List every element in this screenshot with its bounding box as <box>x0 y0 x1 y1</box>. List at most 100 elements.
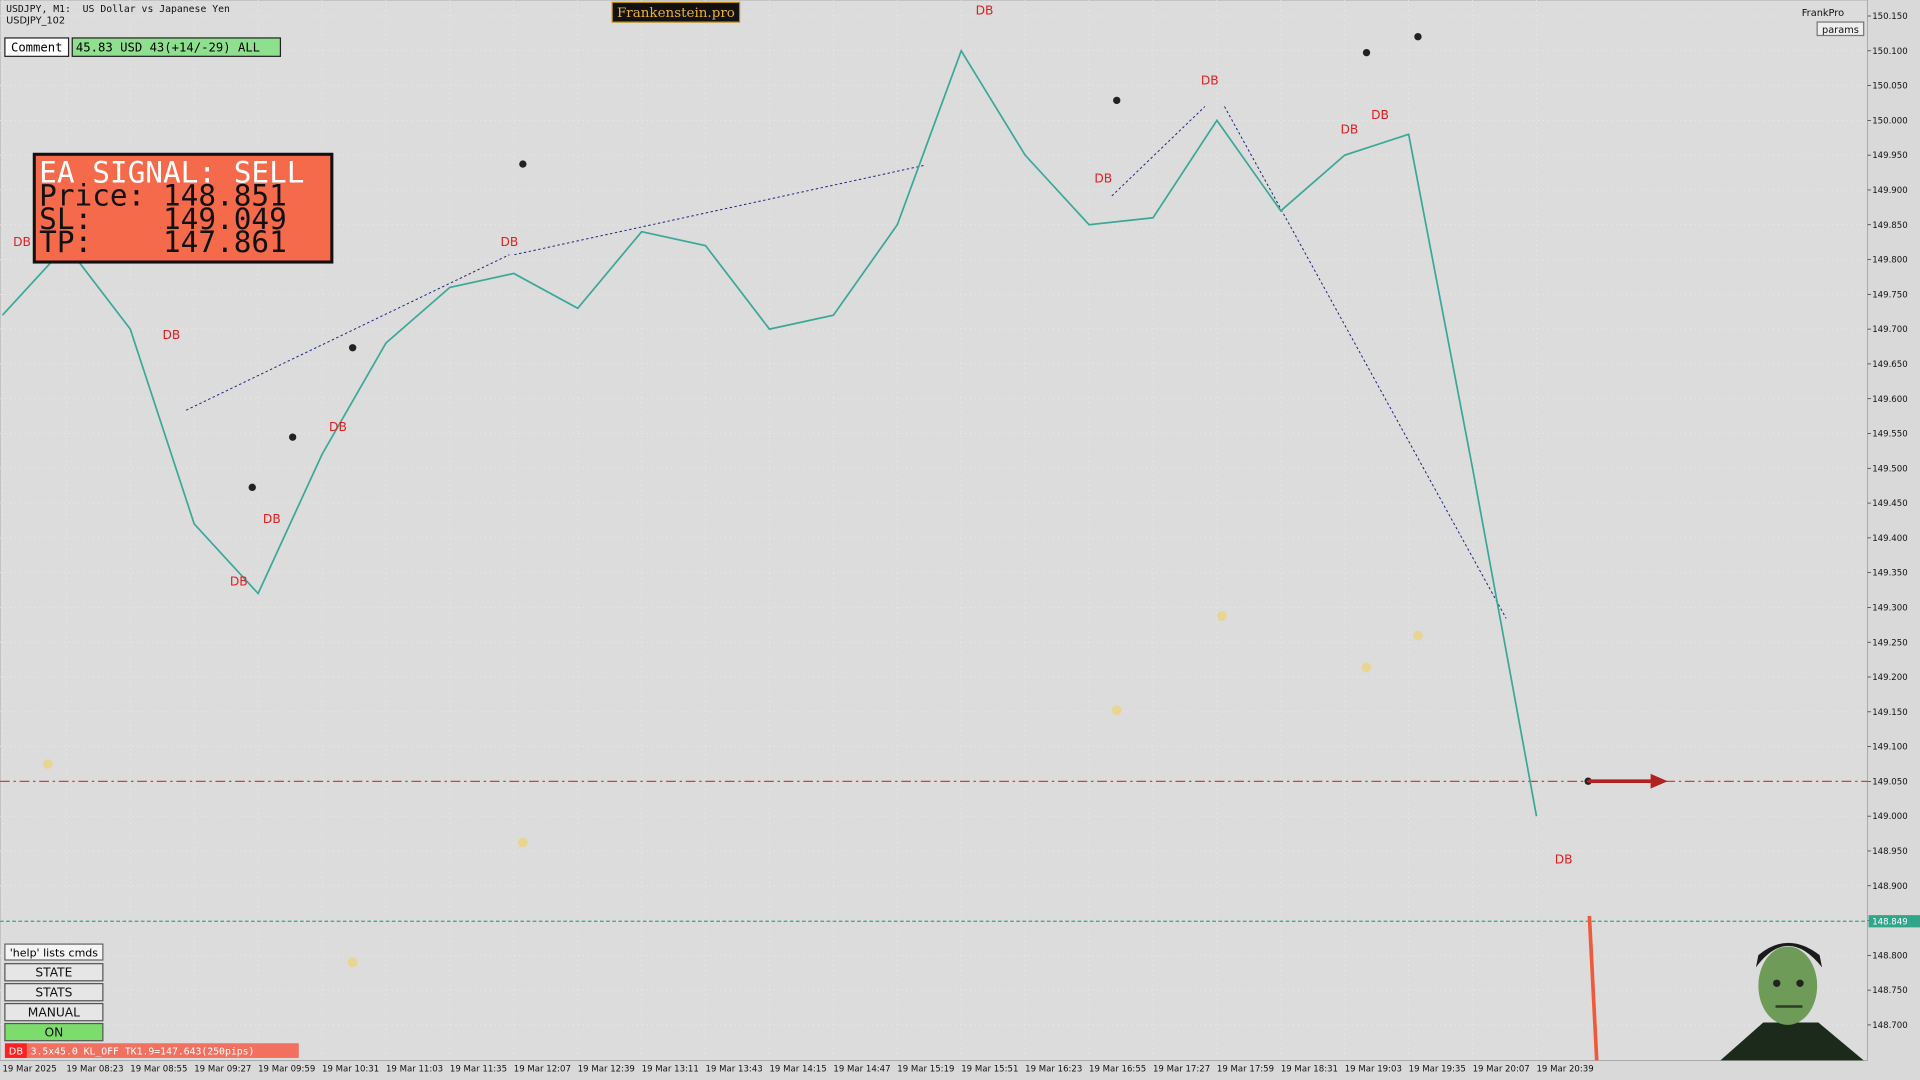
y-tick-label: 149.350 <box>1872 569 1907 579</box>
x-tick-label: 19 Mar 08:55 <box>130 1064 187 1074</box>
y-tick-label: 148.800 <box>1872 951 1907 961</box>
comment-box <box>71 37 282 57</box>
y-tick-label: 149.000 <box>1872 812 1907 822</box>
x-tick-label: 19 Mar 15:51 <box>961 1064 1018 1074</box>
help-text: 'help' lists cmds <box>10 946 99 959</box>
db-marker: DB <box>263 512 281 526</box>
y-tick-label: 150.000 <box>1872 116 1907 126</box>
symbol-title: USDJPY, M1: US Dollar vs Japanese Yen <box>6 4 230 15</box>
price-line-series <box>1 48 1538 817</box>
trade-arrows <box>185 106 1507 619</box>
x-tick-label: 19 Mar 14:47 <box>833 1064 890 1074</box>
y-tick-label: 150.150 <box>1872 12 1907 22</box>
y-tick-label: 149.300 <box>1872 603 1907 613</box>
db-marker: DB <box>1555 852 1573 866</box>
db-marker: DB <box>163 328 181 342</box>
y-tick-label: 150.050 <box>1872 82 1907 92</box>
button-label[interactable]: STATS <box>35 985 72 999</box>
comment-label: Comment <box>11 40 63 54</box>
y-tick-label: 148.750 <box>1872 986 1907 996</box>
x-tick-label: 19 Mar 19:35 <box>1409 1064 1466 1074</box>
x-tick-label: 19 Mar 20:07 <box>1473 1064 1530 1074</box>
button[interactable] <box>4 1022 104 1042</box>
db-marker: DB <box>329 420 347 434</box>
db-marker: DB <box>13 235 31 249</box>
y-tick-label: 148.700 <box>1872 1021 1907 1031</box>
x-tick-label: 19 Mar 2025 <box>2 1064 56 1074</box>
y-tick-label: 149.050 <box>1872 777 1907 787</box>
y-tick-label: 149.100 <box>1872 743 1907 753</box>
x-tick-label: 19 Mar 16:55 <box>1089 1064 1146 1074</box>
signal-dots <box>42 611 1423 968</box>
user-name: FrankPro <box>1802 8 1844 19</box>
status-tag: DB <box>9 1046 24 1057</box>
db-marker: DB <box>1340 122 1358 136</box>
button-label[interactable]: MANUAL <box>28 1005 80 1019</box>
comment-label-box <box>4 37 70 57</box>
x-tick-label: 19 Mar 10:31 <box>322 1064 379 1074</box>
y-tick-label: 149.500 <box>1872 464 1907 474</box>
brand: Frankenstein.pro <box>617 6 735 21</box>
plot: 148.849 DB DB DB DB DB DB DB DB DB DB DB DB <box>0 4 1920 928</box>
y-tick-label: 148.900 <box>1872 882 1907 892</box>
x-tick-label: 19 Mar 19:03 <box>1345 1064 1402 1074</box>
db-marker: DB <box>1371 108 1389 122</box>
db-marker: DB <box>230 574 248 588</box>
x-tick-label: 19 Mar 14:15 <box>769 1064 826 1074</box>
button-label[interactable]: STATE <box>35 966 72 980</box>
status-text: 3.5x45.0 KL_OFF TK1.9=147.643(250pips) <box>31 1046 255 1057</box>
brand-box <box>611 1 741 23</box>
price-tag: 148.849 <box>1872 917 1907 927</box>
y-tick-label: 149.600 <box>1872 395 1907 405</box>
drop-line <box>1587 915 1599 1061</box>
db-marker: DB <box>1201 73 1219 87</box>
x-tick-label: 19 Mar 12:07 <box>514 1064 571 1074</box>
status-box <box>26 1043 299 1058</box>
x-tick-label: 19 Mar 17:59 <box>1217 1064 1274 1074</box>
x-tick-label: 19 Mar 20:39 <box>1536 1064 1593 1074</box>
x-tick-label: 19 Mar 16:23 <box>1025 1064 1082 1074</box>
button-panel: STATE STATS MANUAL ON <box>4 963 104 1042</box>
y-tick-label: 149.200 <box>1872 673 1907 683</box>
button-label[interactable]: ON <box>44 1025 63 1039</box>
button[interactable] <box>4 963 104 982</box>
account-name: USDJPY_102 <box>6 15 65 26</box>
y-tick-label: 149.800 <box>1872 256 1907 266</box>
signal-line: SL: 149.049 <box>39 202 287 236</box>
x-tick-label: 19 Mar 13:11 <box>642 1064 699 1074</box>
mascot <box>1720 942 1864 1061</box>
x-tick-label: 19 Mar 15:19 <box>897 1064 954 1074</box>
x-tick-label: 19 Mar 11:35 <box>450 1064 507 1074</box>
y-tick-label: 149.650 <box>1872 360 1907 370</box>
db-marker: DB <box>500 235 518 249</box>
x-tick-label: 19 Mar 08:23 <box>66 1064 123 1074</box>
button[interactable] <box>4 983 104 1002</box>
db-marker: DB <box>976 4 994 18</box>
params-button[interactable] <box>1816 21 1865 37</box>
comment-text: 45.83 USD 43(+14/-29) ALL <box>76 40 260 54</box>
db-marker: DB <box>1094 171 1112 185</box>
button[interactable] <box>4 1002 104 1022</box>
x-tick-label: 19 Mar 17:27 <box>1153 1064 1210 1074</box>
y-tick-label: 149.750 <box>1872 290 1907 300</box>
signal-box <box>32 152 334 264</box>
params-label[interactable]: params <box>1822 25 1859 36</box>
y-tick-label: 149.950 <box>1872 151 1907 161</box>
y-tick-label: 149.850 <box>1872 221 1907 231</box>
y-tick-label: 148.950 <box>1872 847 1907 857</box>
x-tick-label: 19 Mar 09:59 <box>258 1064 315 1074</box>
y-tick-label: 149.150 <box>1872 708 1907 718</box>
signal-line: TP: 147.861 <box>39 225 287 259</box>
y-tick-label: 149.700 <box>1872 325 1907 335</box>
x-tick-label: 19 Mar 18:31 <box>1281 1064 1338 1074</box>
status-tag-box <box>4 1043 27 1058</box>
y-tick-label: 149.400 <box>1872 534 1907 544</box>
help-box <box>4 943 104 961</box>
y-tick-label: 149.250 <box>1872 638 1907 648</box>
price-tag-box <box>1868 915 1920 928</box>
x-tick-label: 19 Mar 13:43 <box>706 1064 763 1074</box>
x-tick-label: 19 Mar 11:03 <box>386 1064 443 1074</box>
y-tick-label: 149.450 <box>1872 499 1907 509</box>
